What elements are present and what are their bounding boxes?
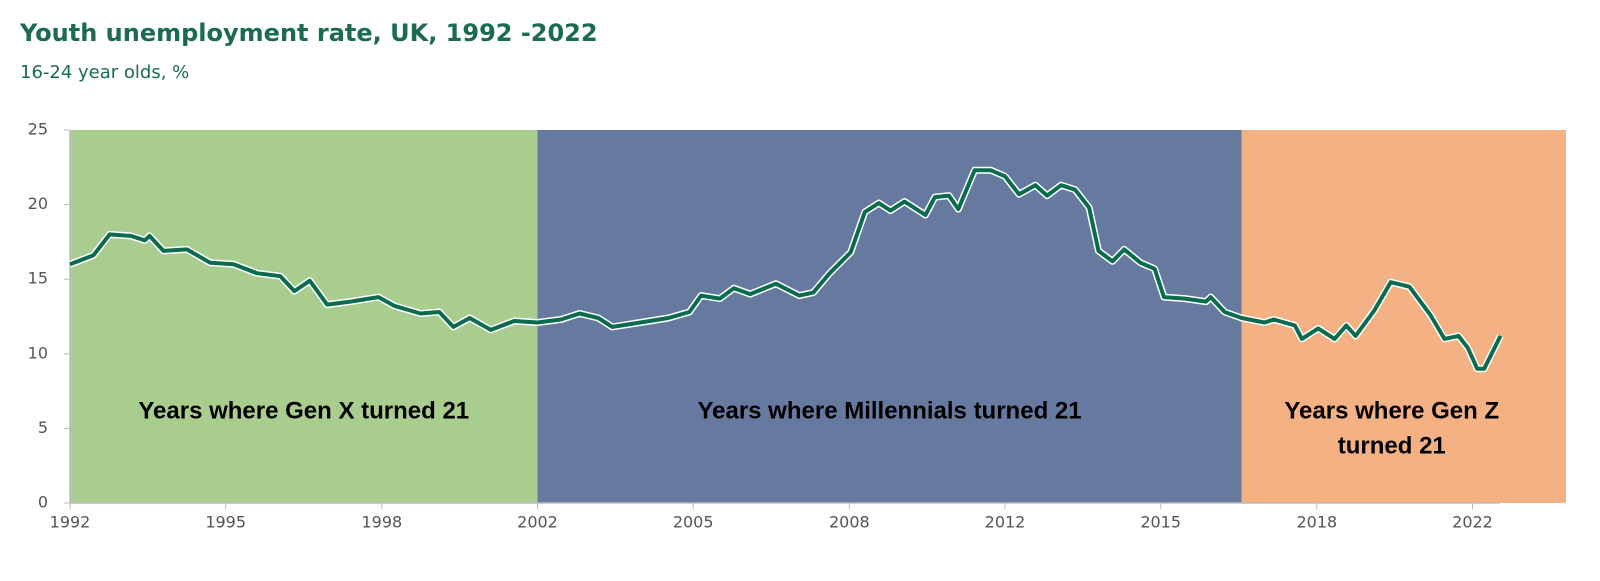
y-tick-label: 25	[28, 120, 48, 139]
x-tick-label: 2002	[517, 513, 558, 532]
x-tick-label: 1998	[361, 513, 402, 532]
y-tick-label: 0	[38, 493, 48, 512]
x-tick-label: 2005	[673, 513, 714, 532]
band-label: turned 21	[1338, 432, 1446, 459]
x-tick-label: 2008	[829, 513, 870, 532]
y-tick-label: 10	[28, 343, 48, 362]
y-tick-label: 5	[38, 418, 48, 437]
chart-title: Youth unemployment rate, UK, 1992 -2022	[19, 19, 598, 47]
y-tick-label: 20	[28, 194, 48, 213]
x-tick-label: 2012	[985, 513, 1026, 532]
y-tick-label: 15	[28, 269, 48, 288]
x-tick-label: 1992	[50, 513, 91, 532]
period-band	[1241, 130, 1566, 503]
band-label: Years where Millennials turned 21	[697, 397, 1081, 424]
series-line	[69, 168, 1503, 371]
period-band	[537, 130, 1242, 503]
x-tick-label: 1995	[205, 513, 246, 532]
x-tick-label: 2018	[1296, 513, 1337, 532]
period-band	[70, 130, 538, 503]
x-tick-label: 2015	[1140, 513, 1181, 532]
chart-subtitle: 16-24 year olds, %	[20, 62, 189, 83]
x-tick-label: 2022	[1452, 513, 1493, 532]
band-label: Years where Gen X turned 21	[138, 397, 469, 424]
band-label: Years where Gen Z	[1284, 397, 1499, 424]
